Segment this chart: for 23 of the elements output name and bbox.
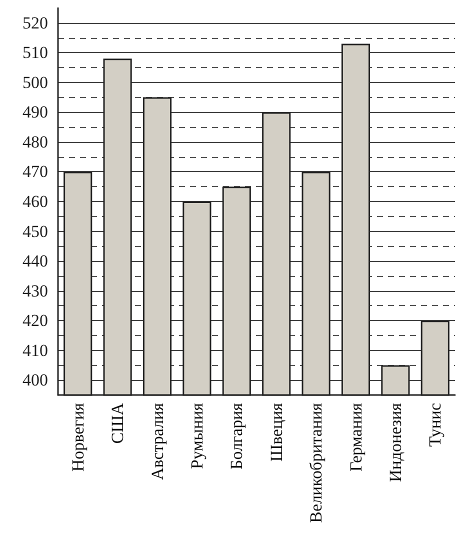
x-tick-label: Румыния (187, 402, 206, 469)
x-tick-label: США (108, 402, 128, 444)
x-tick-label: Болгария (227, 402, 246, 470)
y-tick-label: 400 (22, 370, 48, 390)
y-tick-label: 490 (22, 102, 48, 122)
y-tick-label: 420 (22, 311, 48, 330)
y-tick-label: 470 (22, 162, 48, 182)
y-tick-label: 510 (22, 43, 48, 62)
x-tick-label: Тунис (426, 402, 445, 447)
y-tick-label: 520 (22, 13, 48, 32)
y-tick-label: 430 (22, 281, 48, 300)
y-tick-label: 440 (22, 252, 48, 271)
y-tick-label: 460 (22, 192, 48, 211)
y-tick-label: 500 (22, 72, 48, 92)
y-tick-label: 450 (22, 222, 48, 241)
x-tick-label: Индонезия (386, 402, 405, 482)
x-tick-label: Швеция (266, 402, 286, 462)
x-tick-label: Великобритания (306, 402, 326, 523)
x-tick-label: Австралия (148, 402, 167, 480)
x-tick-label: Германия (346, 402, 366, 472)
y-tick-label: 480 (22, 132, 48, 152)
x-tick-label: Норвегия (68, 402, 88, 472)
y-tick-label: 410 (22, 340, 48, 360)
